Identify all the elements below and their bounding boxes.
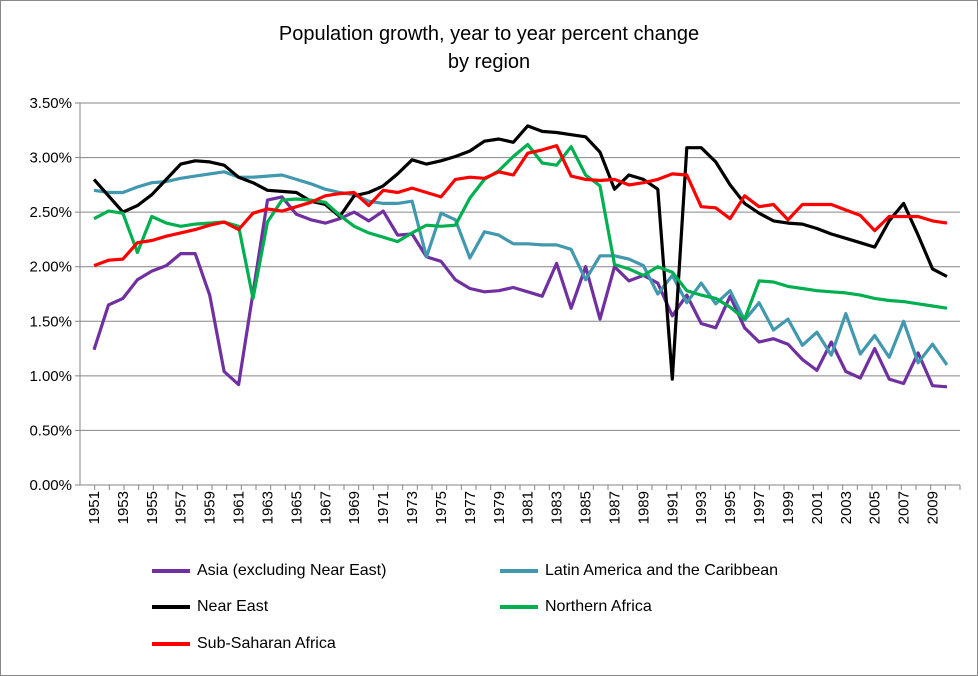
y-tick-label: 3.50% [29, 95, 72, 112]
x-tick-label: 1951 [86, 491, 103, 524]
x-tick-label: 1967 [317, 491, 334, 524]
x-tick-label: 1969 [346, 491, 363, 524]
series-line-sub-saharan-africa [93, 144, 948, 268]
chart-title-line1: Population growth, year to year percent … [278, 23, 700, 45]
x-tick-label: 2007 [896, 491, 913, 524]
x-tick-label: 1955 [144, 491, 161, 524]
x-tick-label: 1997 [751, 491, 768, 524]
legend-label: Sub-Saharan Africa [197, 635, 336, 652]
x-tick-label: 1963 [259, 491, 276, 524]
x-tick-label: 2001 [809, 491, 826, 524]
x-tick-label: 1983 [549, 491, 566, 524]
series-line-latin-america-and-the-caribbean [93, 170, 949, 366]
legend-label: Northern Africa [545, 598, 652, 615]
series-line-asia-excluding-near-east- [92, 195, 948, 389]
x-tick-label: 1959 [202, 491, 219, 524]
x-tick-label: 1985 [578, 491, 595, 524]
x-tick-label: 2005 [867, 491, 884, 524]
x-tick-label: 1993 [693, 491, 710, 524]
legend-swatch [152, 569, 190, 573]
x-tick-label: 1961 [231, 491, 248, 524]
legend-label: Latin America and the Caribbean [545, 562, 779, 579]
x-tick-label: 1965 [288, 491, 305, 524]
x-tick-label: 1991 [664, 491, 681, 524]
x-tick-label: 1957 [173, 491, 190, 524]
legend-item: Sub-Saharan Africa [152, 635, 336, 653]
x-tick-label: 1975 [433, 491, 450, 524]
x-tick-label: 2003 [838, 491, 855, 524]
series-line-northern-africa [93, 142, 948, 321]
x-tick-label: 1981 [520, 491, 537, 524]
legend-item: Latin America and the Caribbean [500, 562, 778, 580]
x-tick-label: 1977 [462, 491, 479, 524]
x-tick-label: 1995 [722, 491, 739, 524]
x-tick-label: 1987 [606, 491, 623, 524]
y-tick-label: 0.00% [29, 477, 72, 494]
x-tick-label: 1999 [780, 491, 797, 524]
chart-subtitle: by region [447, 51, 531, 73]
chart-title: Population growth, year to year percent … [0, 20, 978, 76]
legend-swatch [500, 605, 538, 609]
y-tick-label: 1.50% [29, 313, 72, 330]
series-line-near-east [92, 124, 948, 381]
legend-swatch [152, 605, 190, 609]
legend-swatch [152, 642, 190, 646]
y-tick-label: 1.00% [29, 368, 72, 385]
x-tick-label: 1979 [491, 491, 508, 524]
legend-item: Northern Africa [500, 598, 652, 616]
x-tick-label: 2009 [925, 491, 942, 524]
legend-item: Near East [152, 598, 268, 616]
y-tick-label: 3.00% [29, 150, 72, 167]
legend-label: Asia (excluding Near East) [197, 562, 387, 579]
legend-swatch [500, 569, 538, 573]
x-tick-label: 1971 [375, 491, 392, 524]
legend-item: Asia (excluding Near East) [152, 562, 386, 580]
y-tick-label: 2.50% [29, 204, 72, 221]
x-tick-label: 1953 [115, 491, 132, 524]
y-tick-label: 2.00% [29, 259, 72, 276]
x-tick-label: 1973 [404, 491, 421, 524]
x-tick-label: 1989 [635, 491, 652, 524]
y-tick-label: 0.50% [29, 422, 72, 439]
legend-label: Near East [197, 598, 269, 615]
